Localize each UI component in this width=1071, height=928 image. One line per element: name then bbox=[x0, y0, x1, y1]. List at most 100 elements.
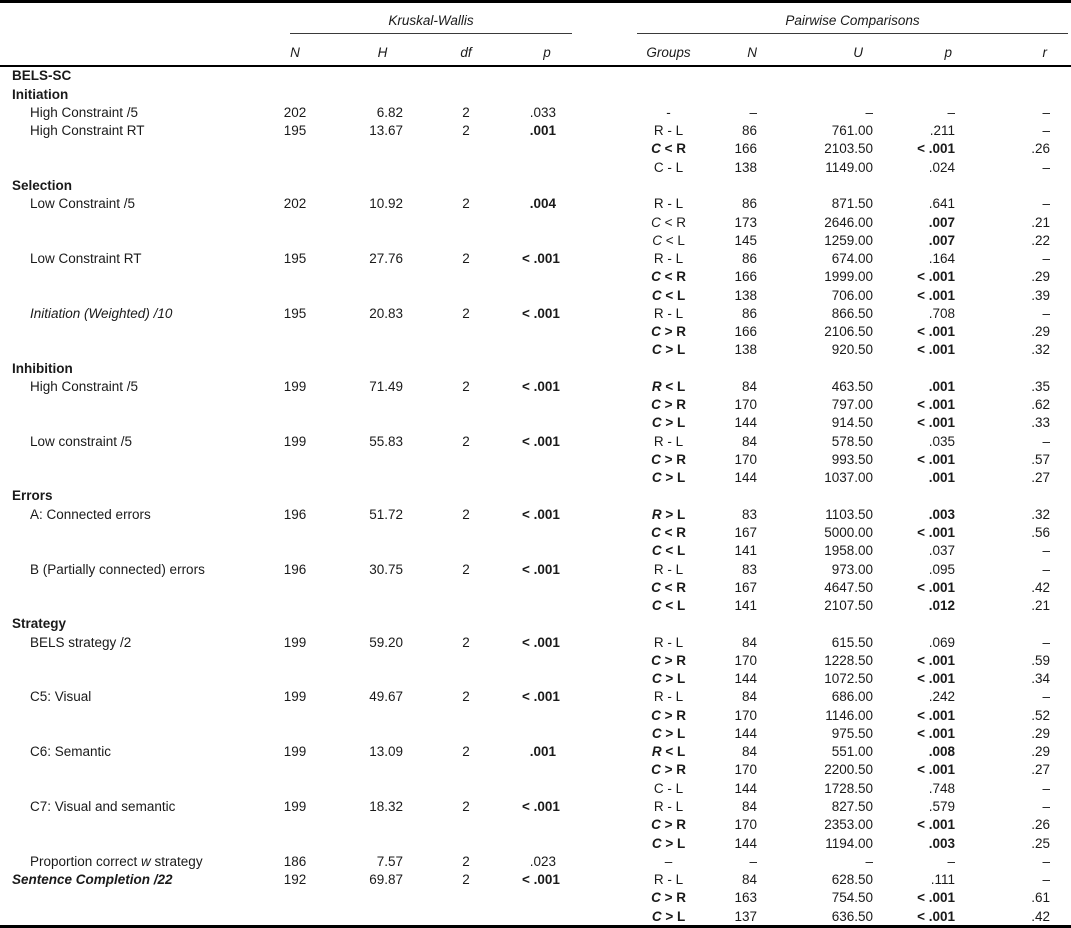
pw-p-value: .037 bbox=[928, 543, 956, 559]
table-row: C > L 144 1037.00 .001 .27 bbox=[0, 469, 1071, 487]
kw-df-value: 2 bbox=[462, 305, 470, 321]
gap-cell bbox=[572, 158, 637, 176]
pw-n-value bbox=[700, 177, 762, 195]
pw-r-value: – bbox=[1042, 853, 1051, 869]
pw-n-value: 86 bbox=[741, 123, 758, 139]
pw-r-value bbox=[960, 487, 1071, 505]
kw-p-value bbox=[522, 578, 572, 596]
pw-r-value: .21 bbox=[1031, 214, 1051, 230]
pw-p-value: .001 bbox=[928, 378, 956, 394]
stub-header bbox=[0, 34, 235, 67]
pw-group: C - L bbox=[653, 780, 684, 796]
pw-group: C < L bbox=[651, 287, 686, 303]
kw-h-value: 69.87 bbox=[369, 872, 403, 888]
pw-p-value: < .001 bbox=[917, 890, 956, 906]
pw-p-value bbox=[878, 615, 960, 633]
table-row: C > R 170 2200.50 < .001 .27 bbox=[0, 761, 1071, 779]
gap-cell bbox=[572, 652, 637, 670]
pw-p-value: < .001 bbox=[917, 397, 956, 413]
pw-group: R - L bbox=[653, 634, 684, 650]
pw-r-value: .29 bbox=[1031, 269, 1051, 285]
pw-p-value: < .001 bbox=[917, 415, 956, 431]
pw-p-value: .211 bbox=[929, 123, 956, 139]
pw-r-value: .62 bbox=[1031, 397, 1051, 413]
gap-cell bbox=[572, 524, 637, 542]
gap-cell bbox=[572, 487, 637, 505]
pw-r-value: .29 bbox=[1031, 725, 1051, 741]
kw-h-value bbox=[355, 268, 410, 286]
kw-h-value bbox=[355, 816, 410, 834]
gap-cell bbox=[572, 706, 637, 724]
kw-n-value: 199 bbox=[283, 433, 307, 449]
row-label: C6: Semantic bbox=[30, 744, 112, 760]
pw-u-value: 1037.00 bbox=[824, 470, 874, 486]
pw-group: C > R bbox=[651, 324, 686, 340]
table-row: BELS strategy /2 199 59.20 2 < .001 R - L 84 61… bbox=[0, 633, 1071, 651]
kw-n-value bbox=[235, 834, 355, 852]
table-header: Kruskal-Wallis Pairwise Comparisons N H … bbox=[0, 2, 1071, 67]
pw-u-value: 578.50 bbox=[831, 433, 874, 449]
pw-n-value: 173 bbox=[734, 214, 758, 230]
table-row: Errors bbox=[0, 487, 1071, 505]
gap-cell bbox=[572, 505, 637, 523]
kw-h-value bbox=[355, 469, 410, 487]
pw-n-value: 167 bbox=[734, 525, 758, 541]
gap-cell bbox=[572, 323, 637, 341]
kw-df-value bbox=[410, 487, 522, 505]
pw-u-value: 2106.50 bbox=[824, 324, 874, 340]
gap-cell bbox=[572, 451, 637, 469]
table-row: C6: Semantic 199 13.09 2 .001 R < L 84 551.00 .0… bbox=[0, 743, 1071, 761]
kw-n-value: 199 bbox=[283, 744, 307, 760]
kw-n-value bbox=[235, 231, 355, 249]
pw-r-value: .42 bbox=[1031, 908, 1051, 924]
kw-n-value: 195 bbox=[283, 251, 307, 267]
pw-p-value: .164 bbox=[928, 251, 956, 267]
kw-p-value bbox=[522, 706, 572, 724]
row-label bbox=[0, 725, 235, 743]
kw-p-value bbox=[522, 396, 572, 414]
pw-p-value: .007 bbox=[928, 232, 956, 248]
kw-df-value: 2 bbox=[462, 104, 470, 120]
kw-n-value bbox=[235, 542, 355, 560]
pw-r-value: .26 bbox=[1031, 817, 1051, 833]
gap-cell bbox=[572, 597, 637, 615]
pw-n-value: 84 bbox=[741, 689, 758, 705]
row-label bbox=[0, 761, 235, 779]
pw-n-value: 138 bbox=[734, 159, 758, 175]
table-row: C - L 138 1149.00 .024 – bbox=[0, 158, 1071, 176]
kw-h-value bbox=[355, 414, 410, 432]
pw-r-value: – bbox=[1042, 872, 1051, 888]
kw-df-value bbox=[410, 231, 522, 249]
table-row: Initiation (Weighted) /10 195 20.83 2 < .001… bbox=[0, 304, 1071, 322]
kw-p-value bbox=[522, 341, 572, 359]
pw-group bbox=[637, 85, 700, 103]
row-label bbox=[0, 542, 235, 560]
table-row: C > L 144 1194.00 .003 .25 bbox=[0, 834, 1071, 852]
pw-r-value: – bbox=[1042, 634, 1051, 650]
table-row: High Constraint RT 195 13.67 2 .001 R - L 86 76… bbox=[0, 122, 1071, 140]
row-label bbox=[0, 652, 235, 670]
row-label: Selection bbox=[12, 177, 73, 193]
pw-r-value: – bbox=[1042, 780, 1051, 796]
gap-header bbox=[572, 34, 638, 67]
pw-n-value bbox=[700, 487, 762, 505]
pw-n-value: 167 bbox=[734, 579, 758, 595]
pw-n-value: 170 bbox=[734, 817, 758, 833]
kw-n-value: 186 bbox=[283, 853, 307, 869]
kw-n-value bbox=[235, 140, 355, 158]
col-header-pw-n: N bbox=[700, 34, 763, 67]
pw-p-value: – bbox=[947, 104, 956, 120]
kw-df-value: 2 bbox=[462, 744, 470, 760]
kw-p-value: < .001 bbox=[522, 689, 560, 705]
pw-p-value: .003 bbox=[928, 506, 956, 522]
kw-n-value bbox=[235, 323, 355, 341]
pw-u-value bbox=[762, 66, 878, 85]
pw-r-value: .27 bbox=[1031, 762, 1051, 778]
pw-p-value: < .001 bbox=[917, 908, 956, 924]
pw-r-value: .34 bbox=[1031, 671, 1051, 687]
gap-cell bbox=[572, 889, 637, 907]
kw-df-value bbox=[410, 779, 522, 797]
kw-df-value bbox=[410, 158, 522, 176]
kw-df-value bbox=[410, 286, 522, 304]
kw-df-value bbox=[410, 706, 522, 724]
